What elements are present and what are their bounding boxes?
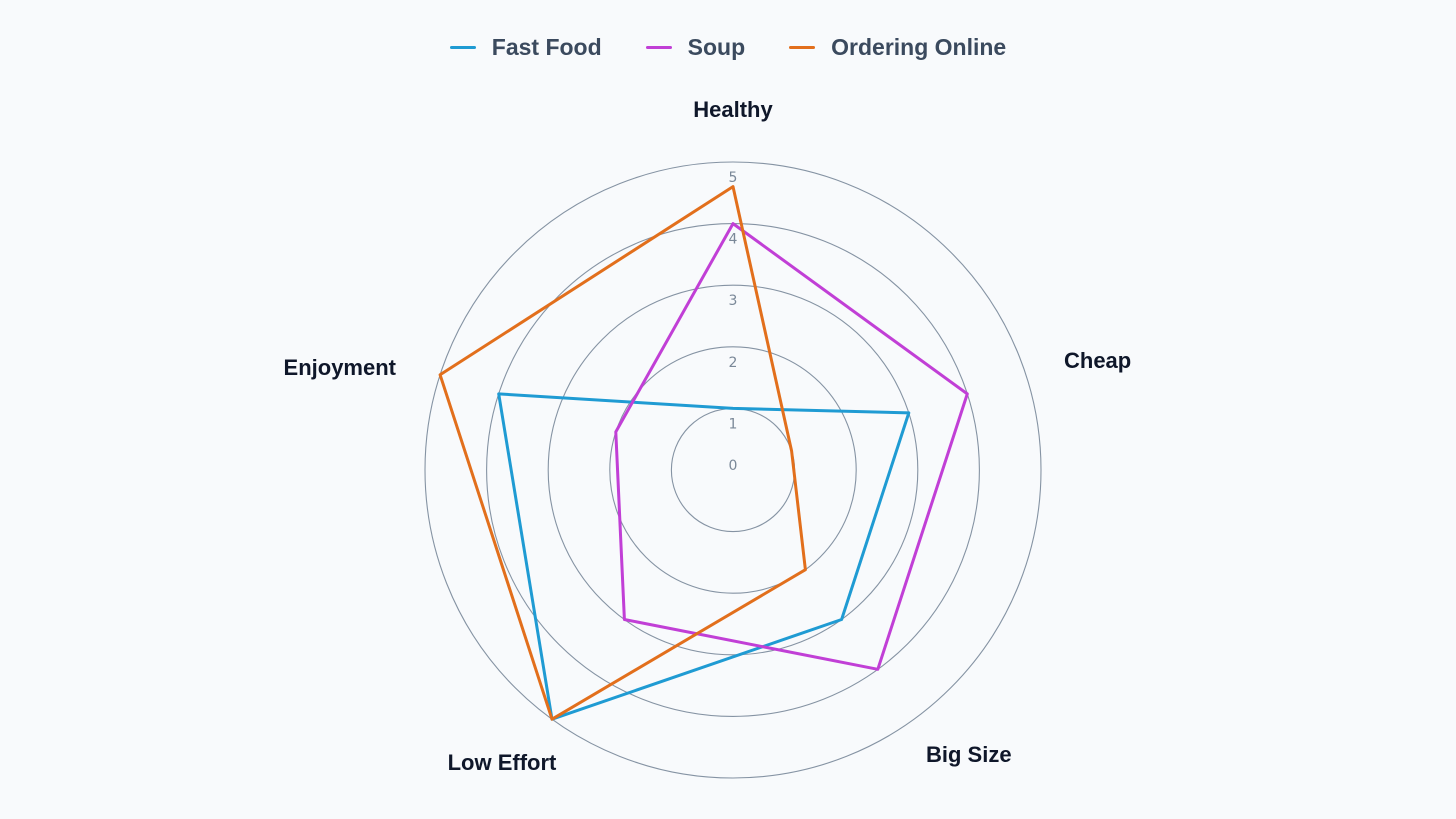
legend-item-fast-food[interactable]: Fast Food (449, 30, 602, 64)
series-line-ordering-online[interactable] (438, 185, 807, 721)
grid-circle-5 (424, 161, 1042, 779)
tick-label-0: 0 (729, 458, 738, 474)
tick-label-2: 2 (729, 355, 738, 371)
legend-label-fast-food: Fast Food (491, 33, 602, 60)
radar-axis-labels: Healthy Cheap Big Size Low Effort Enjoyment (284, 97, 1132, 775)
axis-label-cheap: Cheap (1064, 348, 1131, 373)
radar-series (438, 185, 969, 721)
grid-circle-3 (547, 284, 919, 656)
legend: Fast Food Soup Ordering Online (0, 30, 1456, 64)
tick-label-5: 5 (729, 170, 738, 186)
legend-swatch-fast-food (449, 45, 476, 49)
legend-swatch-soup (645, 45, 672, 49)
tick-label-4: 4 (729, 232, 738, 248)
legend-swatch-ordering-online (789, 45, 816, 49)
legend-item-ordering-online[interactable]: Ordering Online (789, 30, 1006, 64)
axis-label-enjoyment: Enjoyment (284, 355, 397, 380)
axis-label-low-effort: Low Effort (448, 750, 557, 775)
legend-label-ordering-online: Ordering Online (831, 33, 1007, 60)
tick-label-3: 3 (729, 293, 738, 309)
legend-item-soup[interactable]: Soup (645, 30, 746, 64)
grid-circle-2 (609, 346, 857, 594)
series-line-soup[interactable] (614, 222, 969, 671)
tick-label-1: 1 (729, 416, 738, 432)
radar-tick-labels: 0 1 2 3 4 5 (729, 170, 738, 474)
legend-label-soup: Soup (687, 33, 746, 60)
axis-label-healthy: Healthy (693, 97, 773, 122)
series-line-fast-food[interactable] (497, 392, 911, 721)
axis-label-big-size: Big Size (926, 742, 1012, 767)
